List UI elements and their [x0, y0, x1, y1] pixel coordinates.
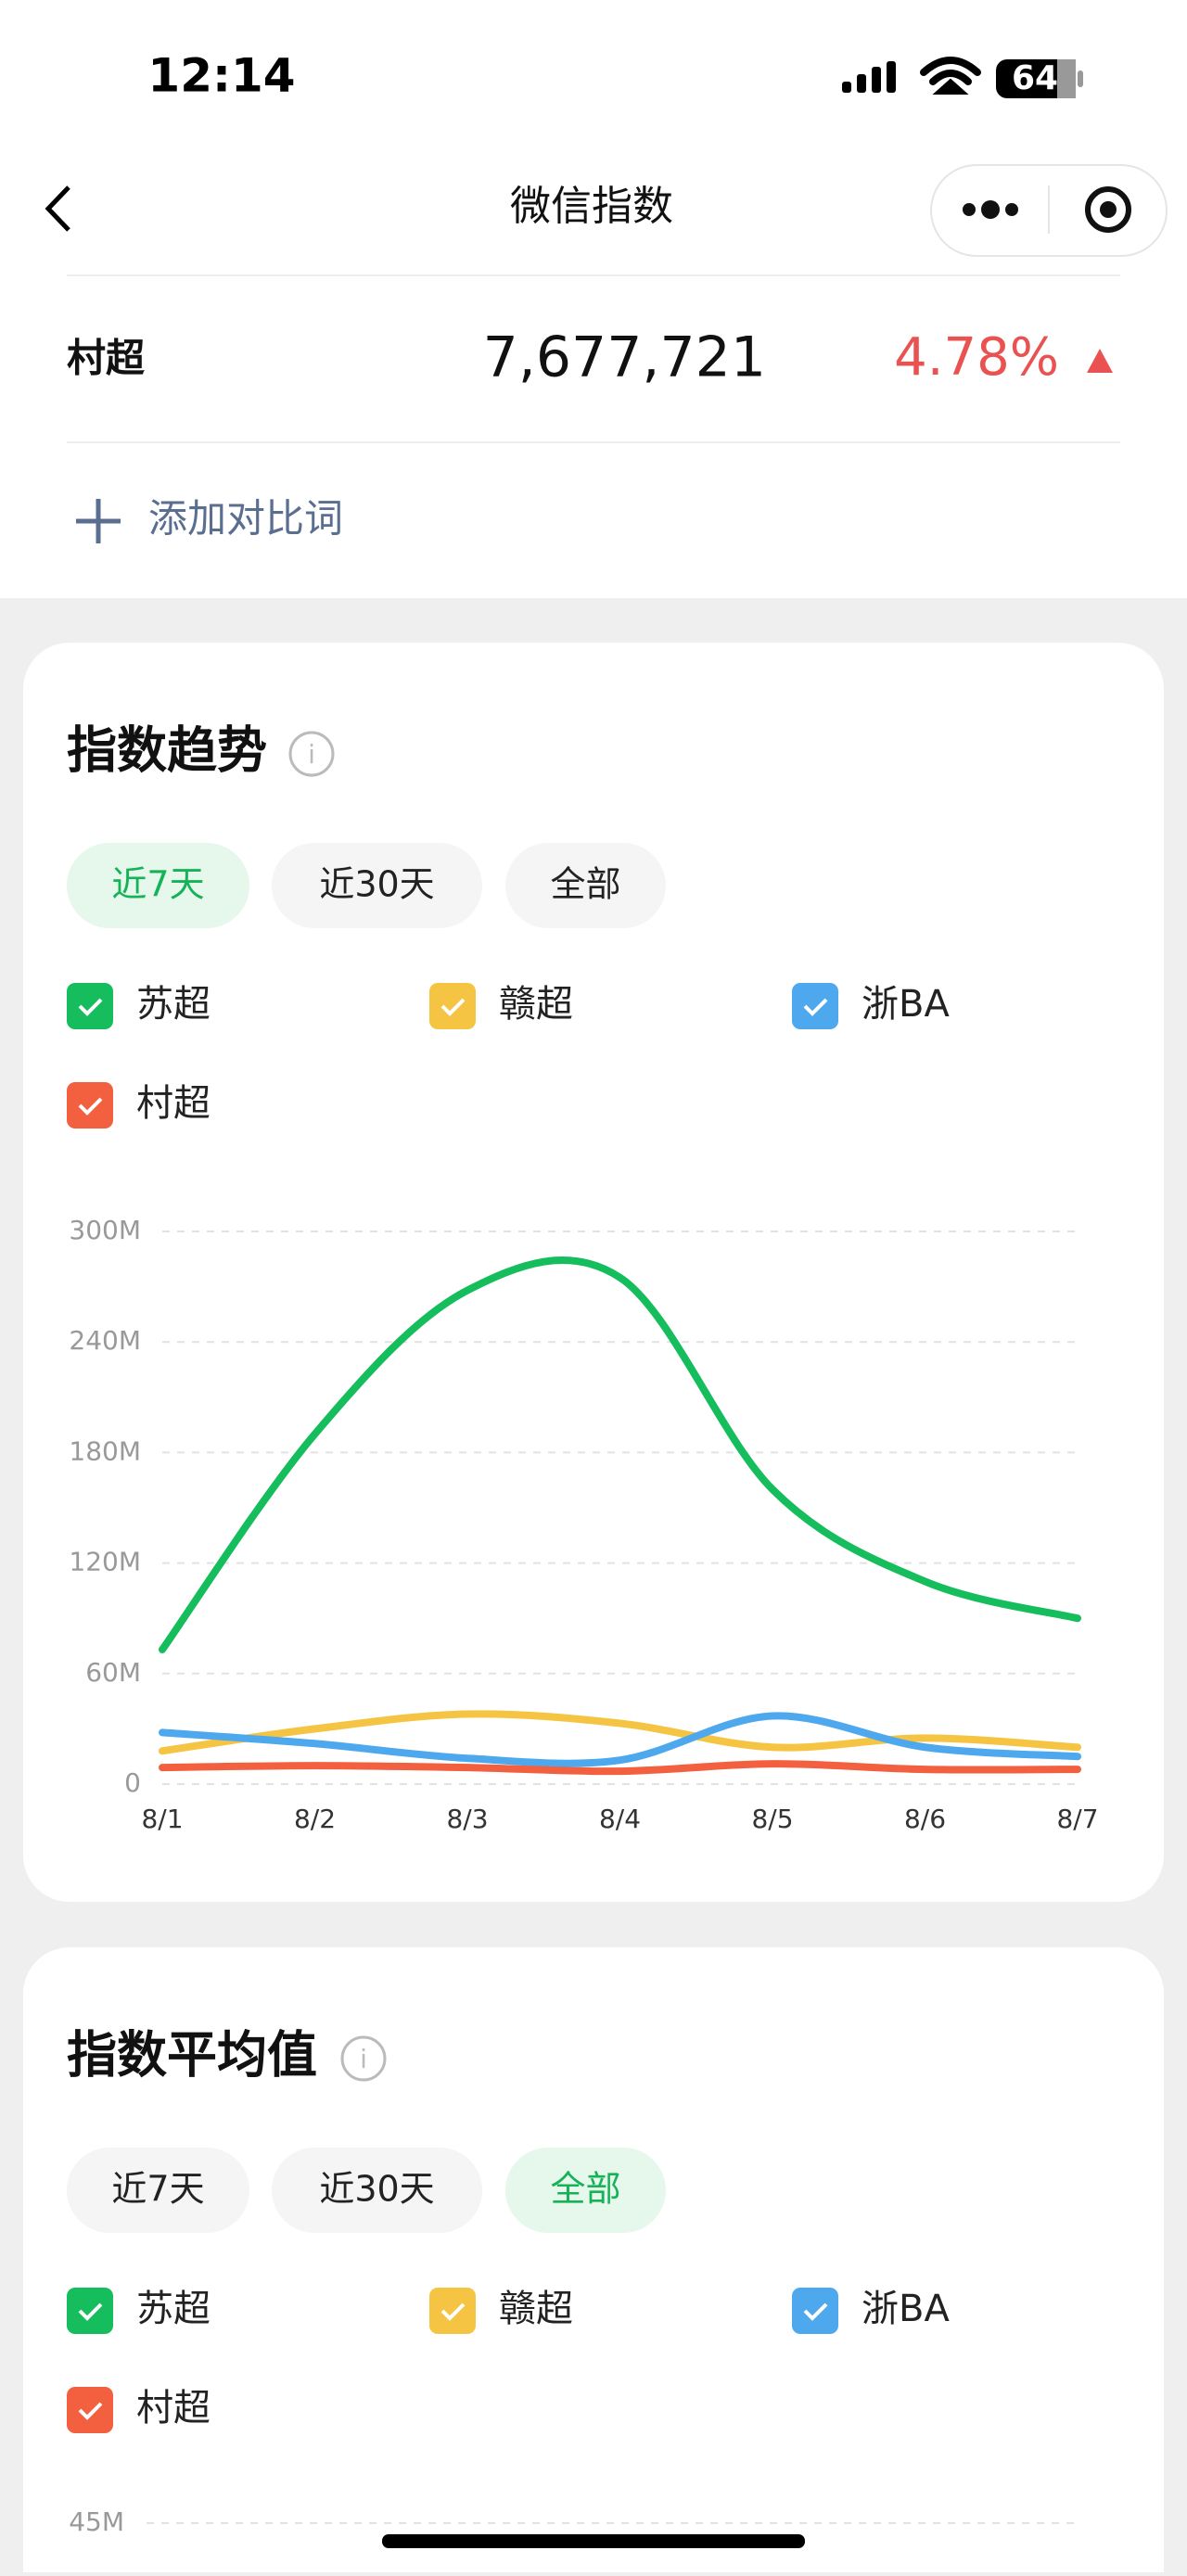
info-icon[interactable]	[340, 2035, 387, 2082]
check-mark	[78, 1097, 103, 1116]
header-bg	[0, 0, 1187, 598]
more-button[interactable]	[963, 200, 1018, 219]
y-tick-label: 0	[124, 1767, 141, 1798]
period-button[interactable]	[505, 843, 666, 928]
add-compare[interactable]: 添加对比词	[148, 496, 343, 542]
check-mark	[78, 2302, 103, 2321]
series-line	[159, 1256, 1081, 1653]
home-indicator	[382, 2534, 805, 2548]
status-time: 12:14	[147, 49, 295, 103]
period-label[interactable]: 近30天	[319, 2169, 434, 2210]
legend-label[interactable]: 苏超	[136, 983, 211, 1026]
y-tick-label: 240M	[69, 1325, 141, 1356]
period-label[interactable]: 近7天	[111, 864, 204, 905]
legend-checkbox[interactable]	[67, 2387, 113, 2433]
legend-label[interactable]: 赣超	[499, 983, 573, 1026]
y-tick-label: 300M	[69, 1215, 141, 1245]
close-button[interactable]	[1085, 186, 1131, 233]
legend-checkbox[interactable]	[67, 983, 113, 1029]
period-label[interactable]: 近7天	[111, 2169, 204, 2210]
x-tick-label: 8/1	[141, 1804, 183, 1834]
signal-icon	[842, 61, 896, 93]
legend-checkbox[interactable]	[429, 2288, 476, 2334]
legend-label[interactable]: 村超	[136, 1082, 211, 1125]
series-line	[159, 1710, 1081, 1755]
card	[23, 643, 1164, 1902]
back-button[interactable]	[45, 185, 70, 232]
wifi-icon	[920, 57, 981, 95]
battery-level: 64	[1012, 59, 1058, 97]
battery-icon	[996, 59, 1076, 98]
series-line	[159, 1712, 1081, 1767]
legend-label[interactable]: 浙BA	[862, 2288, 950, 2330]
series-line	[159, 1760, 1081, 1776]
legend-checkbox[interactable]	[67, 2288, 113, 2334]
legend-checkbox[interactable]	[429, 983, 476, 1029]
legend-label[interactable]: 村超	[136, 2387, 211, 2429]
check-mark	[440, 2302, 466, 2321]
legend-label[interactable]: 苏超	[136, 2288, 211, 2330]
keyword-name: 村超	[67, 336, 146, 381]
x-tick-label: 8/7	[1056, 1804, 1098, 1834]
x-tick-label: 8/5	[751, 1804, 793, 1834]
x-tick-label: 8/2	[294, 1804, 336, 1834]
card	[23, 1947, 1164, 2576]
x-tick-label: 8/4	[599, 1804, 641, 1834]
y-tick-label: 120M	[69, 1547, 141, 1577]
legend-checkbox[interactable]	[792, 2288, 838, 2334]
period-label[interactable]: 全部	[550, 864, 620, 905]
y-tick-label: 180M	[69, 1435, 141, 1466]
add-icon[interactable]	[76, 499, 121, 543]
check-mark	[803, 2302, 828, 2321]
period-button[interactable]	[67, 2148, 249, 2233]
keyword-value: 7,677,721	[483, 325, 766, 390]
up-arrow	[1087, 349, 1113, 373]
info-icon[interactable]	[288, 731, 335, 777]
check-mark	[803, 998, 828, 1016]
legend-label[interactable]: 赣超	[499, 2288, 573, 2330]
x-tick-label: 8/6	[904, 1804, 946, 1834]
card-title: 指数平均值	[67, 2026, 317, 2085]
keyword-change: 4.78%	[894, 327, 1059, 388]
check-mark	[78, 2402, 103, 2420]
info-i: i	[360, 2044, 367, 2074]
battery-tip	[1078, 70, 1083, 87]
nav-title: 微信指数	[510, 183, 673, 230]
check-mark	[78, 998, 103, 1016]
period-button[interactable]	[505, 2148, 666, 2233]
period-label[interactable]: 近30天	[319, 864, 434, 905]
legend-checkbox[interactable]	[792, 983, 838, 1029]
period-button[interactable]	[272, 2148, 482, 2233]
period-label[interactable]: 全部	[550, 2169, 620, 2210]
legend-label[interactable]: 浙BA	[862, 983, 950, 1026]
x-tick-label: 8/3	[446, 1804, 488, 1834]
card-title: 指数趋势	[67, 721, 267, 780]
info-i: i	[308, 739, 315, 770]
battery-empty	[1057, 59, 1076, 98]
y-tick-label: 60M	[85, 1657, 141, 1688]
y-tick-label: 45M	[69, 2506, 124, 2537]
legend-checkbox[interactable]	[67, 1082, 113, 1129]
period-button[interactable]	[67, 843, 249, 928]
period-button[interactable]	[272, 843, 482, 928]
check-mark	[440, 998, 466, 1016]
